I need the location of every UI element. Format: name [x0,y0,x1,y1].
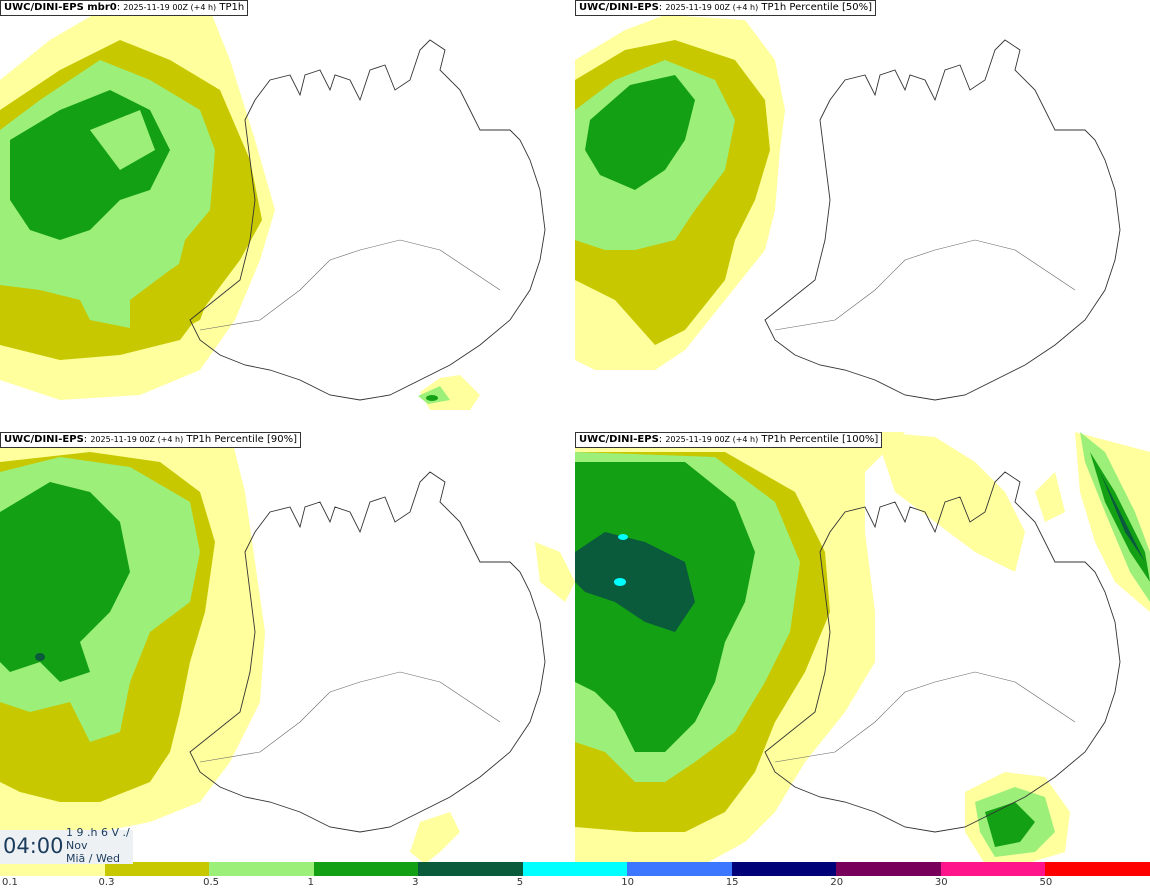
panel-title: UWC/DINI-EPS mbr0: 2025-11-19 00Z (+4 h)… [0,0,249,16]
legend-swatch [209,862,314,876]
panel-title: UWC/DINI-EPS: 2025-11-19 00Z (+4 h) TP1h… [575,432,883,448]
legend-swatch [627,862,732,876]
legend-swatch [1045,862,1150,876]
legend-tick-label: 20 [830,877,844,888]
legend-swatch [522,862,628,876]
legend-swatch [418,862,523,876]
valid-hour: 04:00 [3,834,64,858]
map-panel-p50: UWC/DINI-EPS: 2025-11-19 00Z (+4 h) TP1h… [575,0,1150,432]
road-line [774,239,1076,331]
legend-swatch [104,862,210,876]
legend-swatch [940,862,1046,876]
valid-weekday: Miã / Wed [66,852,120,865]
legend-tick-label: 50 [1039,877,1053,888]
map-panel-p100: UWC/DINI-EPS: 2025-11-19 00Z (+4 h) TP1h… [575,432,1150,864]
coastline [764,471,1121,833]
map-panel-mbr0: UWC/DINI-EPS mbr0: 2025-11-19 00Z (+4 h)… [0,0,575,432]
legend-tick-label: 15 [725,877,739,888]
legend-tick-label: 30 [934,877,948,888]
legend-tick-label: 3 [412,877,419,888]
legend-swatch [0,862,105,876]
legend-tick-label: 0.1 [2,877,18,888]
legend-tick-label: 1 [307,877,314,888]
precip-map-mbr0 [0,5,546,410]
road-line [199,671,501,763]
panel-title: UWC/DINI-EPS: 2025-11-19 00Z (+4 h) TP1h… [575,0,876,16]
road-line [774,671,1076,763]
legend-swatch [731,862,837,876]
panel-title: UWC/DINI-EPS: 2025-11-19 00Z (+4 h) TP1h… [0,432,301,448]
legend-tick-label: 0.3 [98,877,115,888]
valid-time-box: 04:00 1 9 .h 6 V ./ Nov Miã / Wed [0,826,133,865]
valid-date-line: 1 9 .h 6 V ./ [66,826,130,839]
legend-swatch [836,862,941,876]
precip-map-p100 [575,432,1150,864]
legend-bar [0,862,1150,876]
color-legend: 0.1 0.3 0.5 1 3 5 10 15 20 30 50 [0,862,1150,891]
valid-month: Nov [66,839,88,852]
precip-map-p90 [0,432,575,864]
coastline [189,471,546,833]
road-line [199,239,501,331]
legend-tick-label: 0.5 [203,877,219,888]
legend-tick-label: 10 [621,877,634,888]
map-panel-p90: UWC/DINI-EPS: 2025-11-19 00Z (+4 h) TP1h… [0,432,575,864]
precip-map-p50 [575,15,1121,401]
legend-swatch [313,862,419,876]
legend-tick-label: 5 [516,877,524,888]
coastline [764,39,1121,401]
coastline [189,39,546,401]
